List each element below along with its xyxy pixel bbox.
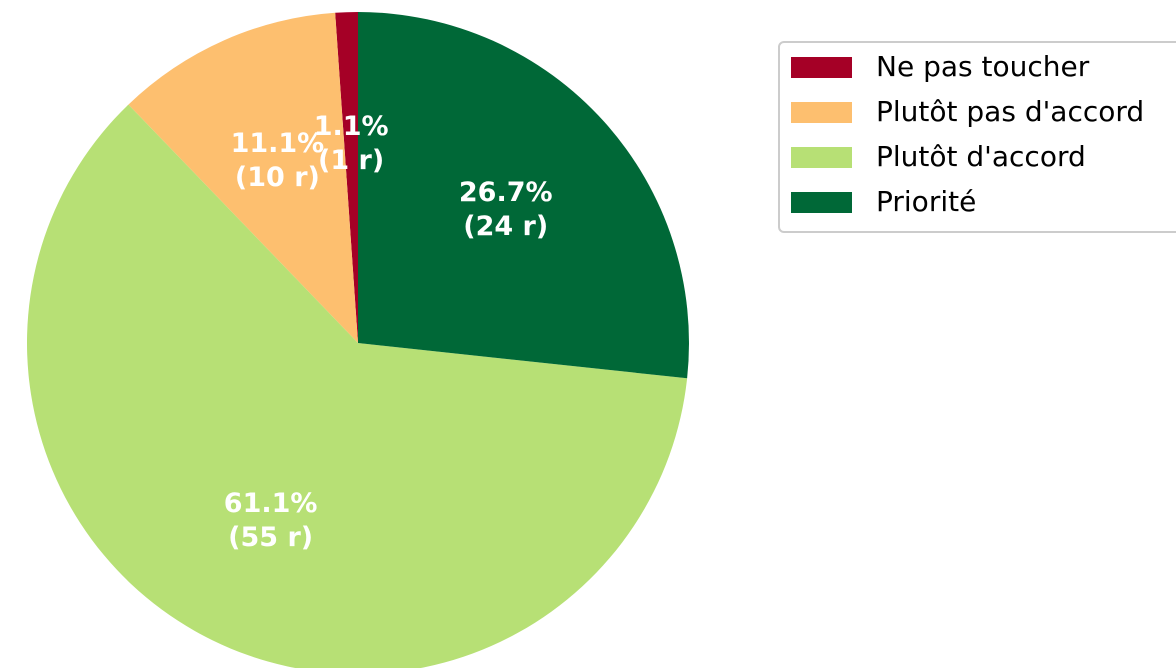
slice-percent-label: 26.7% [459, 177, 553, 208]
legend-label: Ne pas toucher [876, 50, 1090, 83]
legend-swatch [791, 57, 852, 78]
slice-count-label: (1 r) [318, 145, 384, 176]
legend-label: Priorité [876, 185, 976, 218]
pie-slice [27, 104, 688, 668]
slice-count-label: (24 r) [463, 211, 548, 242]
legend-swatch [791, 147, 852, 168]
legend-box [778, 41, 1176, 233]
slice-count-label: (55 r) [228, 522, 313, 553]
legend-label: Plutôt pas d'accord [876, 95, 1144, 128]
pie-slice [335, 12, 358, 343]
slice-percent-label: 11.1% [231, 128, 325, 159]
slice-count-label: (10 r) [235, 162, 320, 193]
legend-swatch [791, 192, 852, 213]
pie-slice [358, 12, 690, 379]
slice-percent-label: 61.1% [224, 488, 318, 519]
slice-percent-label: 1.1% [314, 111, 389, 142]
pie-slice [128, 12, 358, 344]
legend-label: Plutôt d'accord [876, 140, 1086, 173]
legend-swatch [791, 102, 852, 123]
